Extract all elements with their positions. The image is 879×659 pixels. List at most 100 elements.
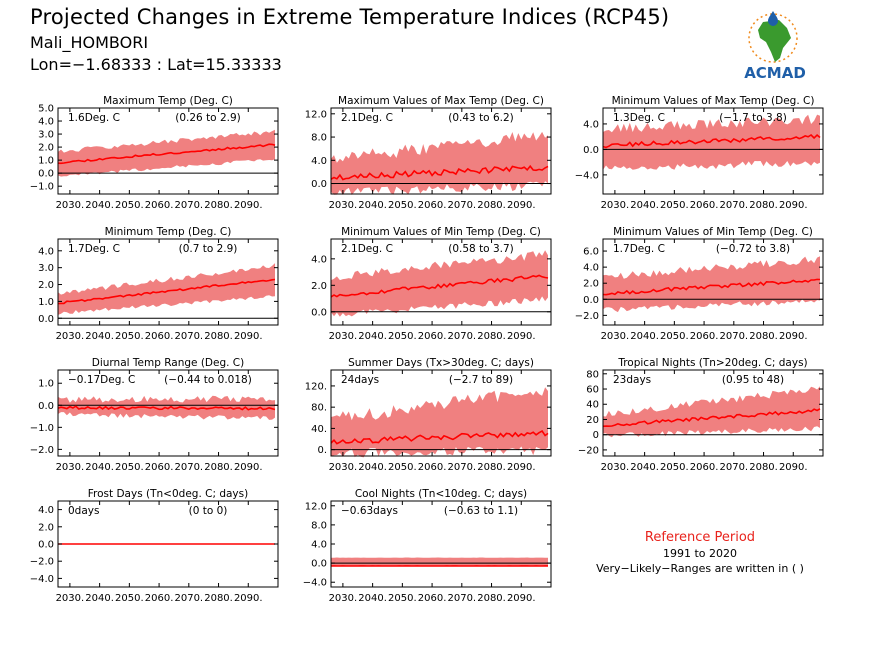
xtick-label-txn: 2060. (690, 200, 719, 211)
ytick-label-su: 0. (317, 445, 327, 456)
logo-text: ACMAD (744, 64, 806, 82)
change-value-txn: 1.3Deg. C (613, 112, 665, 124)
ytick-label-dtr: 1.0 (38, 379, 54, 390)
page-title: Projected Changes in Extreme Temperature… (30, 5, 670, 29)
ytick-label-tr: 20 (586, 415, 599, 426)
xtick-label-txn: 2040. (630, 200, 659, 211)
ytick-label-tmin: 2.0 (38, 280, 54, 291)
xtick-label-txx: 2090. (507, 200, 536, 211)
ytick-label-dtr: 0.0 (38, 401, 54, 412)
xtick-label-txn: 2090. (779, 200, 808, 211)
acmad-logo: ACMAD (744, 11, 806, 82)
xtick-label-tr: 2050. (660, 462, 689, 473)
xtick-label-tmax: 2050. (115, 200, 144, 211)
chart-tn10p: −4.0 0.0 4.0 8.0 12.0 2030. 2040. 2050. 2060. 207… (303, 488, 552, 604)
coordinates-label: Lon=−1.68333 : Lat=15.33333 (30, 55, 282, 74)
change-value-tr: 23days (613, 374, 651, 386)
ytick-label-tr: 40 (586, 400, 599, 411)
chart-title-tn10p: Cool Nights (Tn<10deg. C; days) (355, 488, 527, 500)
xtick-label-fd: 2050. (115, 593, 144, 604)
mean-line-tnx (602, 278, 821, 296)
ytick-label-tnx: 4.0 (583, 263, 599, 274)
xtick-label-dtr: 2090. (234, 462, 263, 473)
change-value-txx: 2.1Deg. C (341, 112, 393, 124)
chart-su: 0. 40. 80. 120. 2030. 2040. 2050. 2060. 2070. 208… (305, 357, 552, 473)
reference-title: Reference Period (644, 530, 756, 545)
range-band-su (331, 387, 548, 458)
ytick-label-tn10p: 8.0 (311, 520, 327, 531)
xtick-label-tnx: 2040. (630, 331, 659, 342)
chart-title-txn: Minimum Values of Max Temp (Deg. C) (612, 95, 815, 107)
xtick-label-tmax: 2040. (85, 200, 114, 211)
xtick-label-txx: 2060. (418, 200, 447, 211)
xtick-label-tnx: 2030. (601, 331, 630, 342)
mean-line-txn (602, 133, 821, 149)
xtick-label-tnx: 2080. (749, 331, 778, 342)
range-value-tmin: (0.7 to 2.9) (179, 243, 238, 255)
ytick-label-tnn: 0.0 (311, 307, 327, 318)
range-band-tmin (58, 263, 275, 315)
range-value-tmax: (0.26 to 2.9) (175, 112, 241, 124)
chart-tnx: −2.0 0.0 2.0 4.0 6.0 2030. 2040. 2050. 2060. 2070… (575, 226, 824, 342)
chart-tmax: −1.0 0.0 1.0 2.0 3.0 4.0 5.0 2030. 2040. 2050. 206… (30, 95, 279, 211)
xtick-label-fd: 2030. (56, 593, 85, 604)
xtick-label-txx: 2080. (477, 200, 506, 211)
xtick-label-tnn: 2070. (447, 331, 476, 342)
xtick-label-tn10p: 2050. (388, 593, 417, 604)
plot-frame-txn (602, 107, 824, 195)
reference-years: 1991 to 2020 (662, 547, 738, 560)
xtick-label-tnn: 2060. (418, 331, 447, 342)
ytick-label-tnx: 6.0 (583, 247, 599, 258)
xtick-label-txx: 2070. (447, 200, 476, 211)
ytick-label-fd: 4.0 (38, 505, 54, 516)
xtick-label-tmin: 2070. (174, 331, 203, 342)
ytick-label-tnx: 2.0 (583, 279, 599, 290)
chart-title-tmin: Minimum Temp (Deg. C) (105, 226, 232, 238)
xtick-label-su: 2030. (329, 462, 358, 473)
plot-frame-tr (602, 369, 824, 457)
ytick-label-txx: 0.0 (311, 179, 327, 190)
xtick-label-su: 2060. (418, 462, 447, 473)
xtick-label-su: 2040. (358, 462, 387, 473)
xtick-label-tnx: 2090. (779, 331, 808, 342)
change-value-tmin: 1.7Deg. C (68, 243, 120, 255)
ytick-label-fd: −2.0 (30, 557, 54, 568)
xtick-label-tnx: 2060. (690, 331, 719, 342)
xtick-label-dtr: 2070. (174, 462, 203, 473)
xtick-label-fd: 2060. (145, 593, 174, 604)
xtick-label-tr: 2080. (749, 462, 778, 473)
ytick-label-tr: 60 (586, 385, 599, 396)
xtick-label-txn: 2070. (719, 200, 748, 211)
ytick-label-txn: 4.0 (583, 119, 599, 130)
xtick-label-fd: 2070. (174, 593, 203, 604)
range-value-tnx: (−0.72 to 3.8) (716, 243, 790, 255)
ytick-label-fd: −4.0 (30, 574, 54, 585)
xtick-label-tmin: 2080. (204, 331, 233, 342)
plot-frame-tnn (330, 238, 552, 326)
xtick-label-fd: 2080. (204, 593, 233, 604)
xtick-label-tnx: 2050. (660, 331, 689, 342)
range-value-txn: (−1.7 to 3.8) (719, 112, 787, 124)
ytick-label-tnn: 2.0 (311, 281, 327, 292)
change-value-tnx: 1.7Deg. C (613, 243, 665, 255)
ytick-label-dtr: −2.0 (30, 445, 54, 456)
ytick-label-txn: 0.0 (583, 145, 599, 156)
xtick-label-tn10p: 2060. (418, 593, 447, 604)
xtick-label-tmin: 2060. (145, 331, 174, 342)
ytick-label-tr: 80 (586, 369, 599, 380)
xtick-label-tn10p: 2080. (477, 593, 506, 604)
xtick-label-tmax: 2080. (204, 200, 233, 211)
xtick-label-su: 2070. (447, 462, 476, 473)
xtick-label-tmax: 2070. (174, 200, 203, 211)
ytick-label-tnx: 0.0 (583, 295, 599, 306)
plot-frame-txx (330, 107, 552, 195)
xtick-label-tr: 2070. (719, 462, 748, 473)
range-band-tn10p (331, 557, 548, 567)
xtick-label-txx: 2030. (329, 200, 358, 211)
change-value-dtr: −0.17Deg. C (68, 374, 135, 386)
chart-title-tr: Tropical Nights (Tn>20deg. C; days) (617, 357, 807, 369)
xtick-label-su: 2090. (507, 462, 536, 473)
chart-title-tnx: Minimum Values of Min Temp (Deg. C) (613, 226, 813, 238)
